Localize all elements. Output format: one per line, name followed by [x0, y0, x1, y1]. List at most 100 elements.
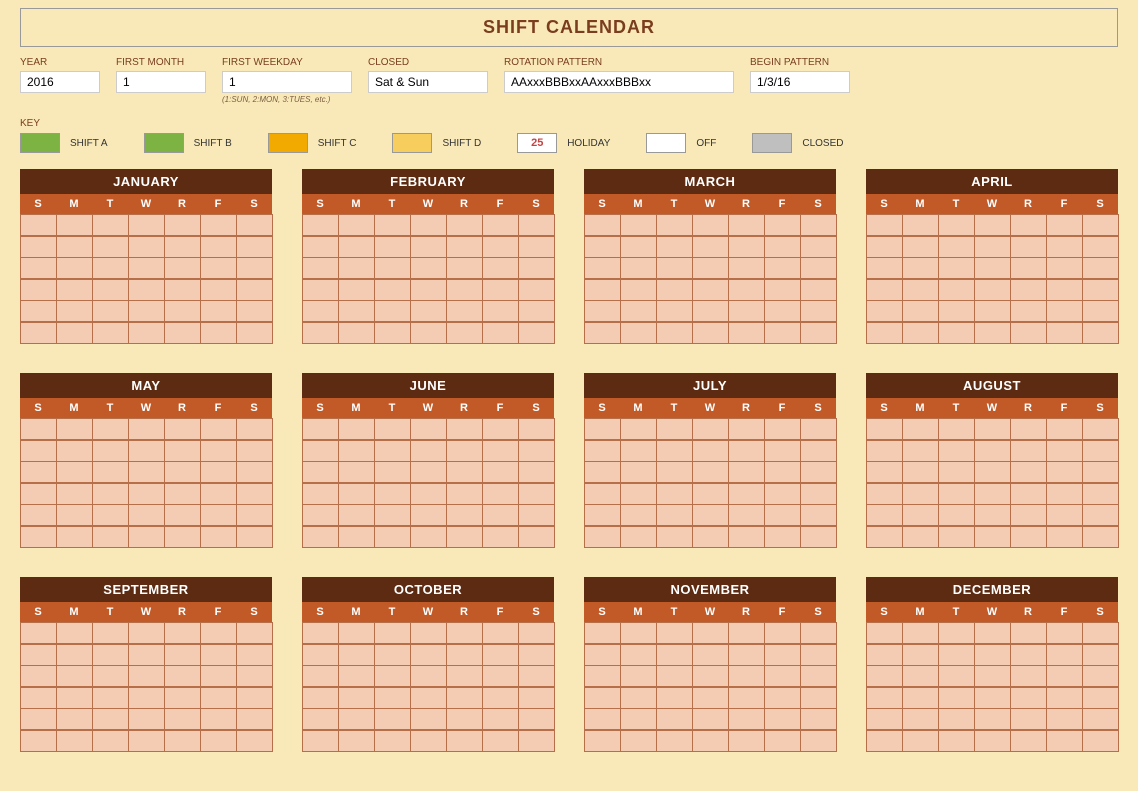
day-cell[interactable]	[482, 300, 519, 322]
day-cell[interactable]	[1010, 322, 1047, 344]
day-cell[interactable]	[446, 322, 483, 344]
day-cell[interactable]	[866, 440, 903, 462]
closed-input[interactable]	[368, 71, 488, 93]
day-cell[interactable]	[128, 418, 165, 440]
day-cell[interactable]	[446, 300, 483, 322]
day-cell[interactable]	[338, 461, 375, 483]
day-cell[interactable]	[938, 214, 975, 236]
day-cell[interactable]	[374, 214, 411, 236]
day-cell[interactable]	[764, 730, 801, 752]
day-cell[interactable]	[200, 730, 237, 752]
day-cell[interactable]	[1082, 440, 1119, 462]
day-cell[interactable]	[728, 665, 765, 687]
day-cell[interactable]	[302, 526, 339, 548]
day-cell[interactable]	[446, 483, 483, 505]
day-cell[interactable]	[902, 214, 939, 236]
day-cell[interactable]	[938, 504, 975, 526]
day-cell[interactable]	[902, 440, 939, 462]
day-cell[interactable]	[1082, 257, 1119, 279]
day-cell[interactable]	[800, 708, 837, 730]
day-cell[interactable]	[518, 526, 555, 548]
day-cell[interactable]	[338, 622, 375, 644]
day-cell[interactable]	[974, 483, 1011, 505]
day-cell[interactable]	[656, 526, 693, 548]
day-cell[interactable]	[374, 644, 411, 666]
day-cell[interactable]	[482, 730, 519, 752]
day-cell[interactable]	[656, 461, 693, 483]
day-cell[interactable]	[728, 687, 765, 709]
day-cell[interactable]	[20, 418, 57, 440]
day-cell[interactable]	[446, 461, 483, 483]
day-cell[interactable]	[866, 708, 903, 730]
day-cell[interactable]	[1082, 236, 1119, 258]
day-cell[interactable]	[374, 708, 411, 730]
day-cell[interactable]	[938, 665, 975, 687]
day-cell[interactable]	[482, 708, 519, 730]
day-cell[interactable]	[692, 526, 729, 548]
day-cell[interactable]	[764, 214, 801, 236]
day-cell[interactable]	[1010, 214, 1047, 236]
day-cell[interactable]	[1010, 526, 1047, 548]
day-cell[interactable]	[128, 730, 165, 752]
day-cell[interactable]	[410, 644, 447, 666]
day-cell[interactable]	[866, 504, 903, 526]
day-cell[interactable]	[164, 418, 201, 440]
day-cell[interactable]	[56, 461, 93, 483]
day-cell[interactable]	[20, 236, 57, 258]
day-cell[interactable]	[410, 236, 447, 258]
day-cell[interactable]	[974, 687, 1011, 709]
day-cell[interactable]	[236, 300, 273, 322]
day-cell[interactable]	[620, 622, 657, 644]
day-cell[interactable]	[1082, 322, 1119, 344]
day-cell[interactable]	[866, 300, 903, 322]
day-cell[interactable]	[164, 257, 201, 279]
day-cell[interactable]	[800, 665, 837, 687]
day-cell[interactable]	[692, 483, 729, 505]
day-cell[interactable]	[236, 504, 273, 526]
day-cell[interactable]	[128, 504, 165, 526]
day-cell[interactable]	[1046, 461, 1083, 483]
day-cell[interactable]	[620, 300, 657, 322]
day-cell[interactable]	[338, 483, 375, 505]
day-cell[interactable]	[584, 322, 621, 344]
day-cell[interactable]	[374, 730, 411, 752]
day-cell[interactable]	[866, 644, 903, 666]
day-cell[interactable]	[20, 665, 57, 687]
day-cell[interactable]	[800, 461, 837, 483]
day-cell[interactable]	[656, 644, 693, 666]
day-cell[interactable]	[692, 440, 729, 462]
day-cell[interactable]	[446, 687, 483, 709]
day-cell[interactable]	[1046, 526, 1083, 548]
day-cell[interactable]	[446, 440, 483, 462]
day-cell[interactable]	[692, 300, 729, 322]
day-cell[interactable]	[728, 418, 765, 440]
day-cell[interactable]	[938, 322, 975, 344]
day-cell[interactable]	[302, 257, 339, 279]
day-cell[interactable]	[974, 461, 1011, 483]
day-cell[interactable]	[866, 730, 903, 752]
day-cell[interactable]	[938, 279, 975, 301]
day-cell[interactable]	[1046, 418, 1083, 440]
day-cell[interactable]	[482, 214, 519, 236]
day-cell[interactable]	[902, 730, 939, 752]
day-cell[interactable]	[236, 440, 273, 462]
day-cell[interactable]	[338, 279, 375, 301]
day-cell[interactable]	[128, 322, 165, 344]
day-cell[interactable]	[20, 440, 57, 462]
day-cell[interactable]	[902, 622, 939, 644]
day-cell[interactable]	[692, 730, 729, 752]
day-cell[interactable]	[1010, 236, 1047, 258]
day-cell[interactable]	[584, 440, 621, 462]
day-cell[interactable]	[20, 257, 57, 279]
day-cell[interactable]	[200, 687, 237, 709]
day-cell[interactable]	[338, 322, 375, 344]
day-cell[interactable]	[302, 418, 339, 440]
day-cell[interactable]	[974, 279, 1011, 301]
day-cell[interactable]	[620, 461, 657, 483]
day-cell[interactable]	[938, 708, 975, 730]
day-cell[interactable]	[866, 279, 903, 301]
day-cell[interactable]	[236, 322, 273, 344]
day-cell[interactable]	[236, 644, 273, 666]
day-cell[interactable]	[56, 322, 93, 344]
day-cell[interactable]	[1082, 708, 1119, 730]
